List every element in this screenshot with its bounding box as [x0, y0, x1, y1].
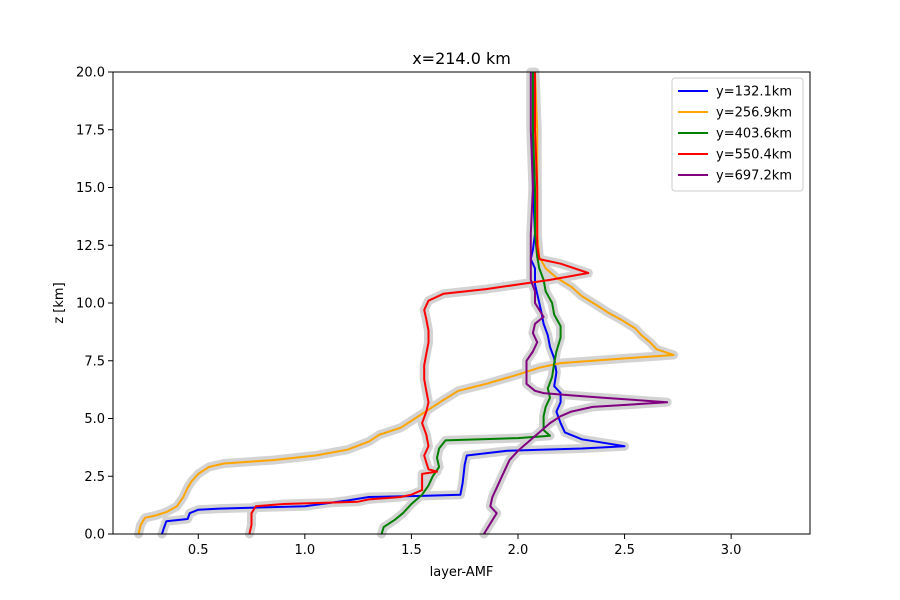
x-tick-label: 0.5 — [188, 543, 209, 558]
x-tick-label: 1.0 — [294, 543, 315, 558]
x-tick-label: 1.5 — [401, 543, 422, 558]
x-axis-label: layer-AMF — [430, 565, 494, 580]
y-tick-label: 10.0 — [76, 297, 105, 312]
x-axis-ticks: 0.5 1.0 1.5 2.0 2.5 3.0 — [188, 534, 742, 558]
series-line-4 — [248, 72, 590, 535]
y-axis-ticks: 0.0 2.5 5.0 7.5 10.0 12.5 15.0 17.5 20.0 — [76, 66, 113, 543]
legend-box — [671, 77, 804, 192]
legend-label: y=403.6km — [716, 127, 792, 142]
series-line-1 — [161, 72, 626, 535]
series-lines — [137, 71, 675, 535]
x-tick-label: 3.0 — [721, 543, 742, 558]
y-tick-label: 0.0 — [84, 528, 105, 543]
y-tick-label: 17.5 — [76, 123, 105, 138]
series-line-2 — [137, 71, 675, 535]
y-tick-label: 7.5 — [84, 354, 105, 369]
legend-label: y=256.9km — [716, 106, 792, 121]
legend-label: y=697.2km — [716, 169, 792, 184]
legend-label: y=550.4km — [716, 148, 792, 163]
y-tick-label: 20.0 — [76, 66, 105, 81]
y-tick-label: 5.0 — [84, 412, 105, 427]
y-tick-label: 12.5 — [76, 239, 105, 254]
chart-title: x=214.0 km — [412, 49, 511, 68]
y-tick-label: 2.5 — [84, 470, 105, 485]
y-axis-label: z [km] — [52, 282, 67, 323]
y-tick-label: 15.0 — [76, 181, 105, 196]
legend-label: y=132.1km — [716, 85, 792, 100]
x-tick-label: 2.5 — [614, 543, 635, 558]
x-tick-label: 2.0 — [508, 543, 529, 558]
series-line-3 — [380, 72, 562, 535]
legend: y=132.1km y=256.9km y=403.6km y=550.4km y=69… — [671, 77, 804, 192]
series-line-5 — [483, 72, 669, 535]
